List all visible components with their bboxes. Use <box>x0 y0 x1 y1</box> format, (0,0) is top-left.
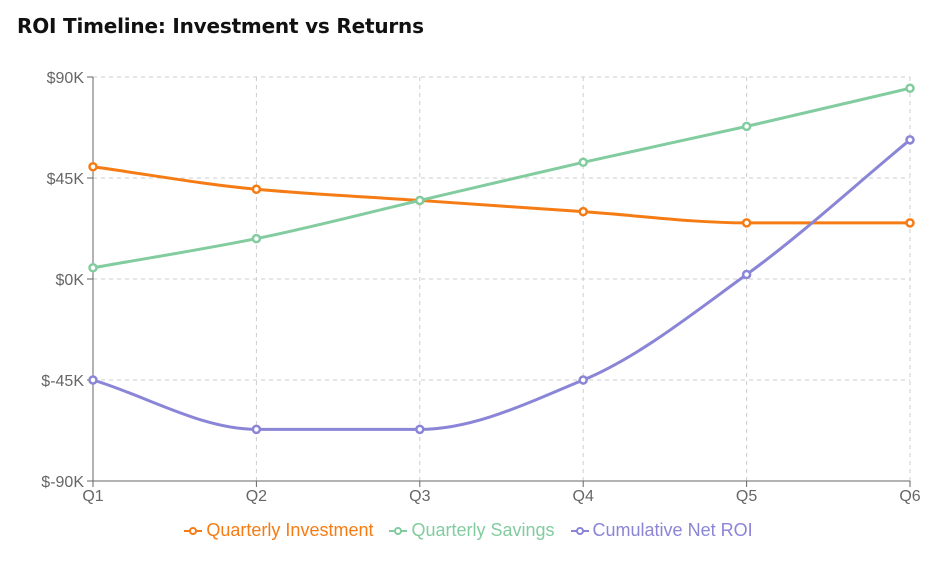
y-tick-label: $45K <box>47 171 85 188</box>
data-point[interactable] <box>251 424 262 435</box>
grid-layer <box>92 76 911 482</box>
legend-label: Cumulative Net ROI <box>592 520 753 540</box>
x-tick-label: Q6 <box>899 488 920 505</box>
series-line-cumulative-net-roi <box>92 138 911 431</box>
legend-item-quarterly-savings[interactable]: Quarterly Savings <box>389 520 555 541</box>
data-point[interactable] <box>741 269 752 280</box>
x-tick-label: Q4 <box>573 488 594 505</box>
y-tick-label: $90K <box>47 70 85 87</box>
y-tick-label: $0K <box>56 272 85 289</box>
x-tick-label: Q1 <box>82 488 103 505</box>
data-point[interactable] <box>905 135 915 145</box>
x-tick-label: Q2 <box>246 488 267 505</box>
x-tick-label: Q5 <box>736 488 757 505</box>
chart-legend: Quarterly Investment Quarterly Savings Cum… <box>0 520 937 541</box>
legend-line-icon <box>184 526 203 535</box>
data-point[interactable] <box>251 184 262 194</box>
data-point[interactable] <box>741 218 752 228</box>
legend-label: Quarterly Savings <box>411 520 555 540</box>
chart-title: ROI Timeline: Investment vs Returns <box>17 14 424 38</box>
data-point[interactable] <box>88 162 98 172</box>
legend-label: Quarterly Investment <box>206 520 374 540</box>
y-tick-label: $-90K <box>41 474 84 491</box>
data-point[interactable] <box>741 121 752 132</box>
series-layer <box>88 83 915 435</box>
series-line-quarterly-savings <box>92 86 911 270</box>
series-line-quarterly-investment <box>92 165 910 225</box>
series-cumulative-net-roi <box>88 135 915 435</box>
x-tick-label: Q3 <box>409 488 430 505</box>
legend-line-icon <box>389 526 408 535</box>
data-point[interactable] <box>578 206 588 217</box>
legend-item-cumulative-net-roi[interactable]: Cumulative Net ROI <box>570 520 753 541</box>
data-point[interactable] <box>905 83 915 93</box>
data-point[interactable] <box>251 233 262 244</box>
data-point[interactable] <box>415 195 425 206</box>
data-point[interactable] <box>88 375 98 385</box>
legend-item-quarterly-investment[interactable]: Quarterly Investment <box>184 520 373 541</box>
data-point[interactable] <box>415 424 425 435</box>
data-point[interactable] <box>578 375 588 385</box>
series-quarterly-investment <box>88 162 915 228</box>
legend-line-icon <box>570 526 589 535</box>
series-quarterly-savings <box>88 83 915 273</box>
data-point[interactable] <box>578 157 588 168</box>
data-point[interactable] <box>905 218 915 228</box>
y-tick-label: $-45K <box>41 373 84 390</box>
data-point[interactable] <box>88 263 98 273</box>
